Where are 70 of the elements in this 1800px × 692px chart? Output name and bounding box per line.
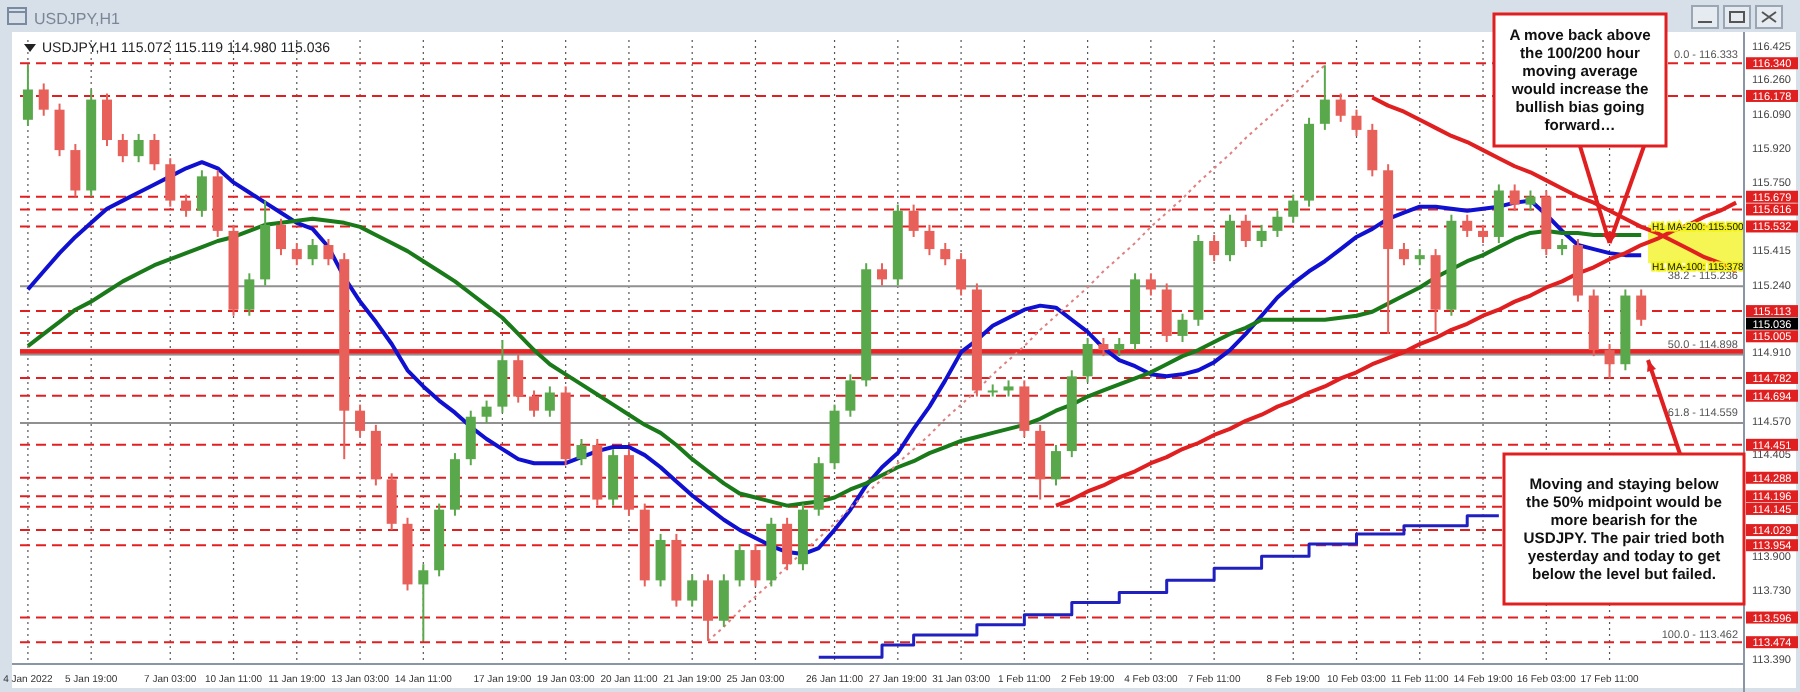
candlestick: [149, 132, 160, 172]
candlestick: [386, 472, 397, 531]
candlestick: [1272, 209, 1283, 238]
candlestick: [1240, 213, 1251, 249]
candlestick: [1019, 379, 1030, 438]
candlestick: [924, 223, 935, 257]
candlestick: [529, 389, 540, 418]
candlestick: [576, 437, 587, 467]
candlestick: [1098, 336, 1109, 358]
candlestick: [1351, 108, 1362, 137]
candlestick: [782, 516, 793, 572]
candlestick: [1082, 336, 1093, 384]
candlestick: [117, 132, 128, 164]
candlestick: [845, 373, 856, 418]
candlestick: [813, 456, 824, 517]
candlestick: [718, 573, 729, 628]
candlestick: [54, 102, 65, 158]
candlestick: [1145, 272, 1156, 297]
candlestick: [608, 448, 619, 507]
candlestick: [133, 132, 144, 164]
candlestick: [165, 157, 176, 208]
candlestick: [1462, 213, 1473, 238]
candlestick: [544, 385, 555, 418]
candlestick: [323, 237, 334, 267]
candlestick: [1050, 444, 1061, 487]
candlestick: [1478, 223, 1489, 245]
candlestick: [181, 193, 192, 218]
candlestick: [513, 353, 524, 404]
candlestick: [908, 203, 919, 238]
candlestick: [244, 272, 255, 317]
candlestick: [418, 563, 429, 642]
candlestick: [291, 242, 302, 267]
candlestick: [750, 543, 761, 588]
candlestick: [481, 399, 492, 424]
candlestick: [956, 252, 967, 297]
candlestick: [307, 237, 318, 267]
candlestick: [987, 383, 998, 398]
candlestick: [196, 169, 207, 218]
candlestick: [1604, 343, 1615, 380]
candlestick: [1636, 288, 1647, 327]
chart-title: USDJPY,H1: [34, 10, 122, 28]
candlestick: [1335, 92, 1346, 123]
candlestick: [70, 143, 81, 198]
candlestick: [1319, 64, 1330, 131]
candlestick: [1509, 183, 1520, 212]
candlestick: [1256, 223, 1267, 249]
line-series: [707, 64, 1326, 642]
candlestick: [1367, 122, 1378, 178]
candlestick: [1161, 282, 1172, 343]
candlestick: [38, 82, 49, 117]
candlestick: [734, 543, 745, 588]
candlestick: [703, 573, 714, 642]
candlestick: [687, 573, 698, 608]
candlestick: [1493, 183, 1504, 245]
candlestick: [1177, 312, 1188, 343]
candlestick: [655, 532, 666, 588]
candlestick: [1224, 213, 1235, 263]
candlestick: [101, 92, 112, 148]
candlestick: [1525, 189, 1536, 212]
candlestick: [497, 338, 508, 414]
candlestick: [355, 403, 366, 438]
candlestick: [1398, 242, 1409, 267]
candlestick: [275, 217, 286, 257]
candlestick: [22, 64, 33, 127]
candlestick: [465, 409, 476, 467]
candlestick: [877, 262, 887, 287]
candlestick: [1209, 233, 1220, 263]
candlestick: [1288, 193, 1299, 224]
candlestick: [940, 242, 951, 267]
candlestick: [1114, 336, 1125, 358]
